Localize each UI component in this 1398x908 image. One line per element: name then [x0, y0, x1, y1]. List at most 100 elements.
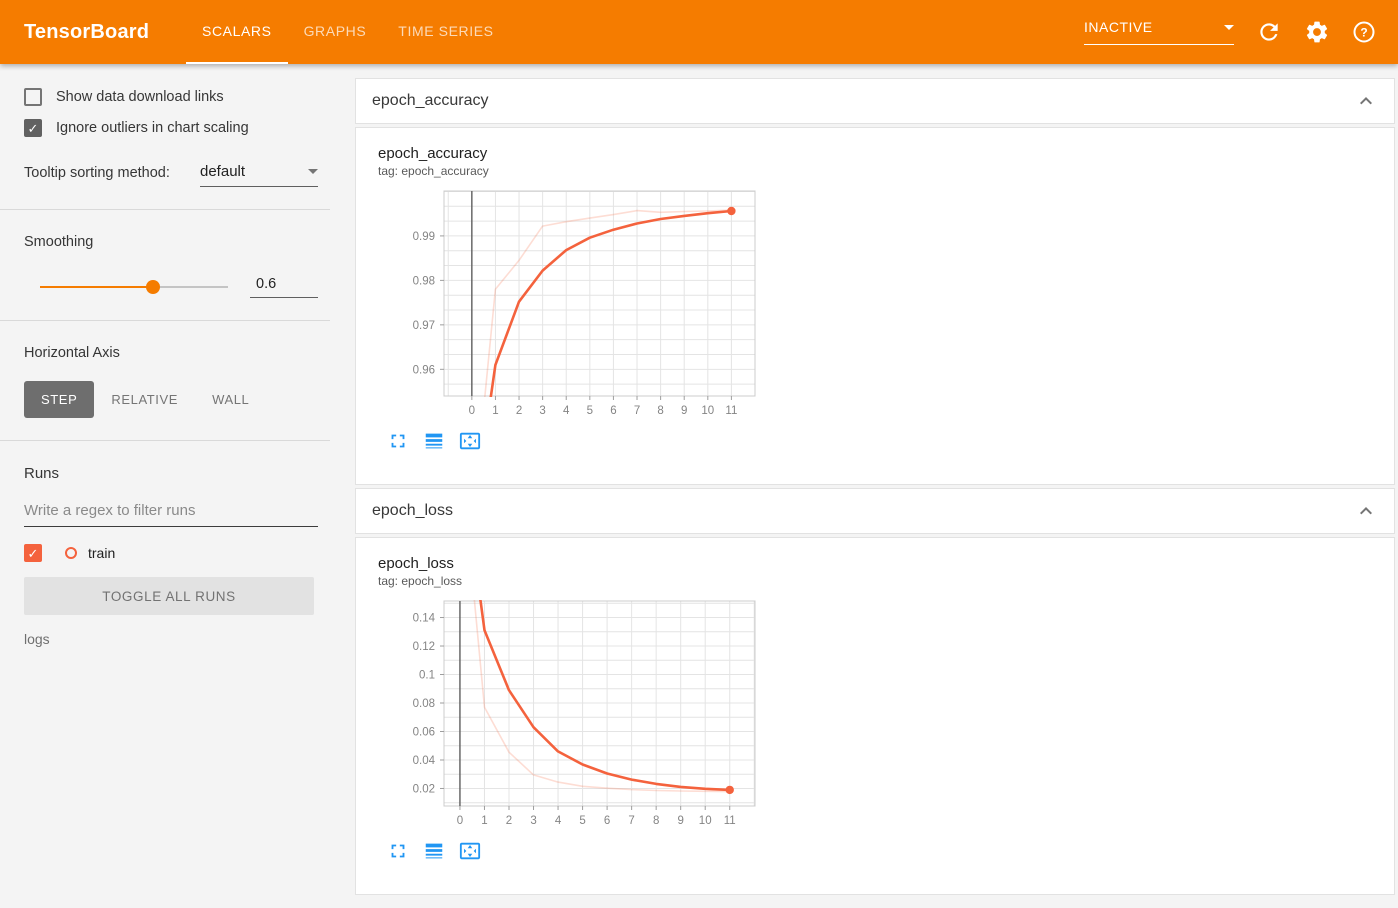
scalar-group-epoch-loss: epoch_loss epoch_loss tag: epoch_loss 0 1…: [355, 488, 1395, 895]
svg-text:10: 10: [699, 815, 712, 827]
status-dropdown-value: INACTIVE: [1084, 19, 1153, 35]
runs-heading: Runs: [24, 465, 60, 482]
horizontal-axis-section: Horizontal Axis STEP RELATIVE WALL: [0, 321, 330, 441]
fit-domain-button[interactable]: [459, 430, 481, 452]
ignore-outliers-row[interactable]: ✓ Ignore outliers in chart scaling: [24, 119, 318, 137]
svg-text:6: 6: [610, 405, 616, 417]
refresh-icon[interactable]: [1256, 19, 1282, 45]
svg-text:0: 0: [457, 815, 463, 827]
chevron-down-icon: [1224, 24, 1234, 30]
svg-text:0.1: 0.1: [419, 670, 435, 682]
svg-text:10: 10: [701, 405, 714, 417]
gear-icon[interactable]: [1304, 19, 1330, 45]
ignore-outliers-label: Ignore outliers in chart scaling: [56, 120, 249, 136]
svg-text:1: 1: [481, 815, 487, 827]
chevron-up-icon[interactable]: [1354, 499, 1378, 523]
chevron-up-icon[interactable]: [1354, 89, 1378, 113]
main-tabs: SCALARS GRAPHS TIME SERIES: [186, 0, 510, 64]
svg-text:0.97: 0.97: [413, 320, 435, 332]
log-directory-label: logs: [24, 631, 50, 647]
svg-text:1: 1: [492, 405, 498, 417]
smoothing-value-input[interactable]: 0.6: [250, 276, 318, 298]
svg-text:4: 4: [563, 405, 570, 417]
svg-text:2: 2: [506, 815, 512, 827]
svg-text:3: 3: [530, 815, 536, 827]
tooltip-sorting-row: Tooltip sorting method: default: [24, 163, 318, 187]
slider-thumb[interactable]: [145, 280, 160, 294]
expand-chart-button[interactable]: [387, 840, 409, 862]
tooltip-sorting-value: default: [200, 163, 246, 180]
run-row-train[interactable]: ✓ train: [24, 544, 318, 562]
line-weight-button[interactable]: [423, 430, 445, 452]
svg-text:7: 7: [634, 405, 640, 417]
chart-title: epoch_accuracy: [378, 145, 488, 162]
horizontal-axis-label: Horizontal Axis: [24, 345, 120, 361]
svg-text:7: 7: [628, 815, 634, 827]
svg-text:0.08: 0.08: [413, 698, 435, 710]
svg-text:2: 2: [516, 405, 522, 417]
chart-tag: tag: epoch_accuracy: [378, 164, 489, 178]
epoch-accuracy-line-chart[interactable]: 0 1 2 3 4 5 6 7 8 9 10 11 0.96 0.97 0.98 0.99: [378, 184, 758, 422]
tab-time-series[interactable]: TIME SERIES: [398, 23, 494, 39]
svg-text:8: 8: [657, 405, 663, 417]
svg-text:0.98: 0.98: [413, 275, 435, 287]
fit-domain-icon: [459, 842, 481, 860]
run-train-checkbox[interactable]: ✓: [24, 544, 42, 562]
smoothing-slider[interactable]: [40, 280, 228, 294]
epoch-loss-line-chart[interactable]: 0 1 2 3 4 5 6 7 8 9 10 11 0.02 0.04 0.06 0.08 0.1 0.12 0.1…: [378, 594, 758, 832]
fit-domain-icon: [459, 432, 481, 450]
settings-sidebar: Show data download links ✓ Ignore outlie…: [0, 64, 330, 908]
show-download-links-checkbox[interactable]: [24, 88, 42, 106]
general-settings-section: Show data download links ✓ Ignore outlie…: [0, 64, 330, 210]
svg-text:4: 4: [555, 815, 562, 827]
fit-domain-button[interactable]: [459, 840, 481, 862]
svg-text:0.99: 0.99: [413, 231, 435, 243]
fullscreen-icon: [391, 434, 405, 448]
app-title: TensorBoard: [24, 20, 150, 43]
tab-scalars[interactable]: SCALARS: [186, 0, 288, 64]
line-weight-icon: [425, 843, 443, 859]
axis-relative-button[interactable]: RELATIVE: [94, 381, 195, 418]
header-spacer: [510, 0, 1084, 64]
group-title: epoch_loss: [372, 502, 453, 519]
group-body: epoch_accuracy tag: epoch_accuracy 0 1 2 3 4…: [355, 127, 1395, 485]
svg-text:0.06: 0.06: [413, 726, 435, 738]
svg-text:8: 8: [653, 815, 659, 827]
tab-graphs[interactable]: GRAPHS: [303, 23, 367, 39]
svg-text:?: ?: [1360, 26, 1367, 40]
line-weight-button[interactable]: [423, 840, 445, 862]
scalars-dashboard: epoch_accuracy epoch_accuracy tag: epoch…: [330, 64, 1398, 908]
scalar-group-epoch-accuracy: epoch_accuracy epoch_accuracy tag: epoch…: [355, 78, 1395, 485]
group-body: epoch_loss tag: epoch_loss 0 1 2 3 4 5 6 7 8 9 10 1…: [355, 537, 1395, 895]
group-header-epoch-accuracy[interactable]: epoch_accuracy: [355, 78, 1395, 124]
show-download-links-row[interactable]: Show data download links: [24, 88, 318, 106]
smoothing-label: Smoothing: [24, 234, 94, 250]
group-title: epoch_accuracy: [372, 92, 489, 109]
expand-chart-button[interactable]: [387, 430, 409, 452]
chart-toolbar: [387, 430, 1394, 452]
ignore-outliers-checkbox[interactable]: ✓: [24, 119, 42, 137]
svg-text:5: 5: [587, 405, 593, 417]
fullscreen-icon: [391, 844, 405, 858]
header-actions: INACTIVE ?: [1084, 0, 1376, 64]
app-header: TensorBoard SCALARS GRAPHS TIME SERIES I…: [0, 0, 1398, 64]
axis-wall-button[interactable]: WALL: [195, 381, 266, 418]
status-dropdown[interactable]: INACTIVE: [1084, 19, 1234, 45]
svg-text:0.02: 0.02: [413, 783, 435, 795]
show-download-links-label: Show data download links: [56, 89, 224, 105]
toggle-all-runs-button[interactable]: TOGGLE ALL RUNS: [24, 577, 314, 615]
runs-section: Runs ✓ train TOGGLE ALL RUNS logs: [0, 441, 330, 669]
run-train-label: train: [88, 545, 116, 561]
axis-step-button[interactable]: STEP: [24, 381, 95, 418]
group-header-epoch-loss[interactable]: epoch_loss: [355, 488, 1395, 534]
chart-tag: tag: epoch_loss: [378, 574, 463, 588]
svg-text:9: 9: [681, 405, 687, 417]
chevron-down-icon: [308, 169, 318, 174]
slider-fill: [40, 286, 153, 288]
chart-toolbar: [387, 840, 1394, 862]
tooltip-sorting-dropdown[interactable]: default: [200, 163, 318, 187]
help-icon[interactable]: ?: [1352, 20, 1376, 44]
svg-text:0.14: 0.14: [413, 613, 436, 625]
runs-filter-input[interactable]: [24, 502, 318, 527]
svg-text:11: 11: [725, 405, 737, 417]
